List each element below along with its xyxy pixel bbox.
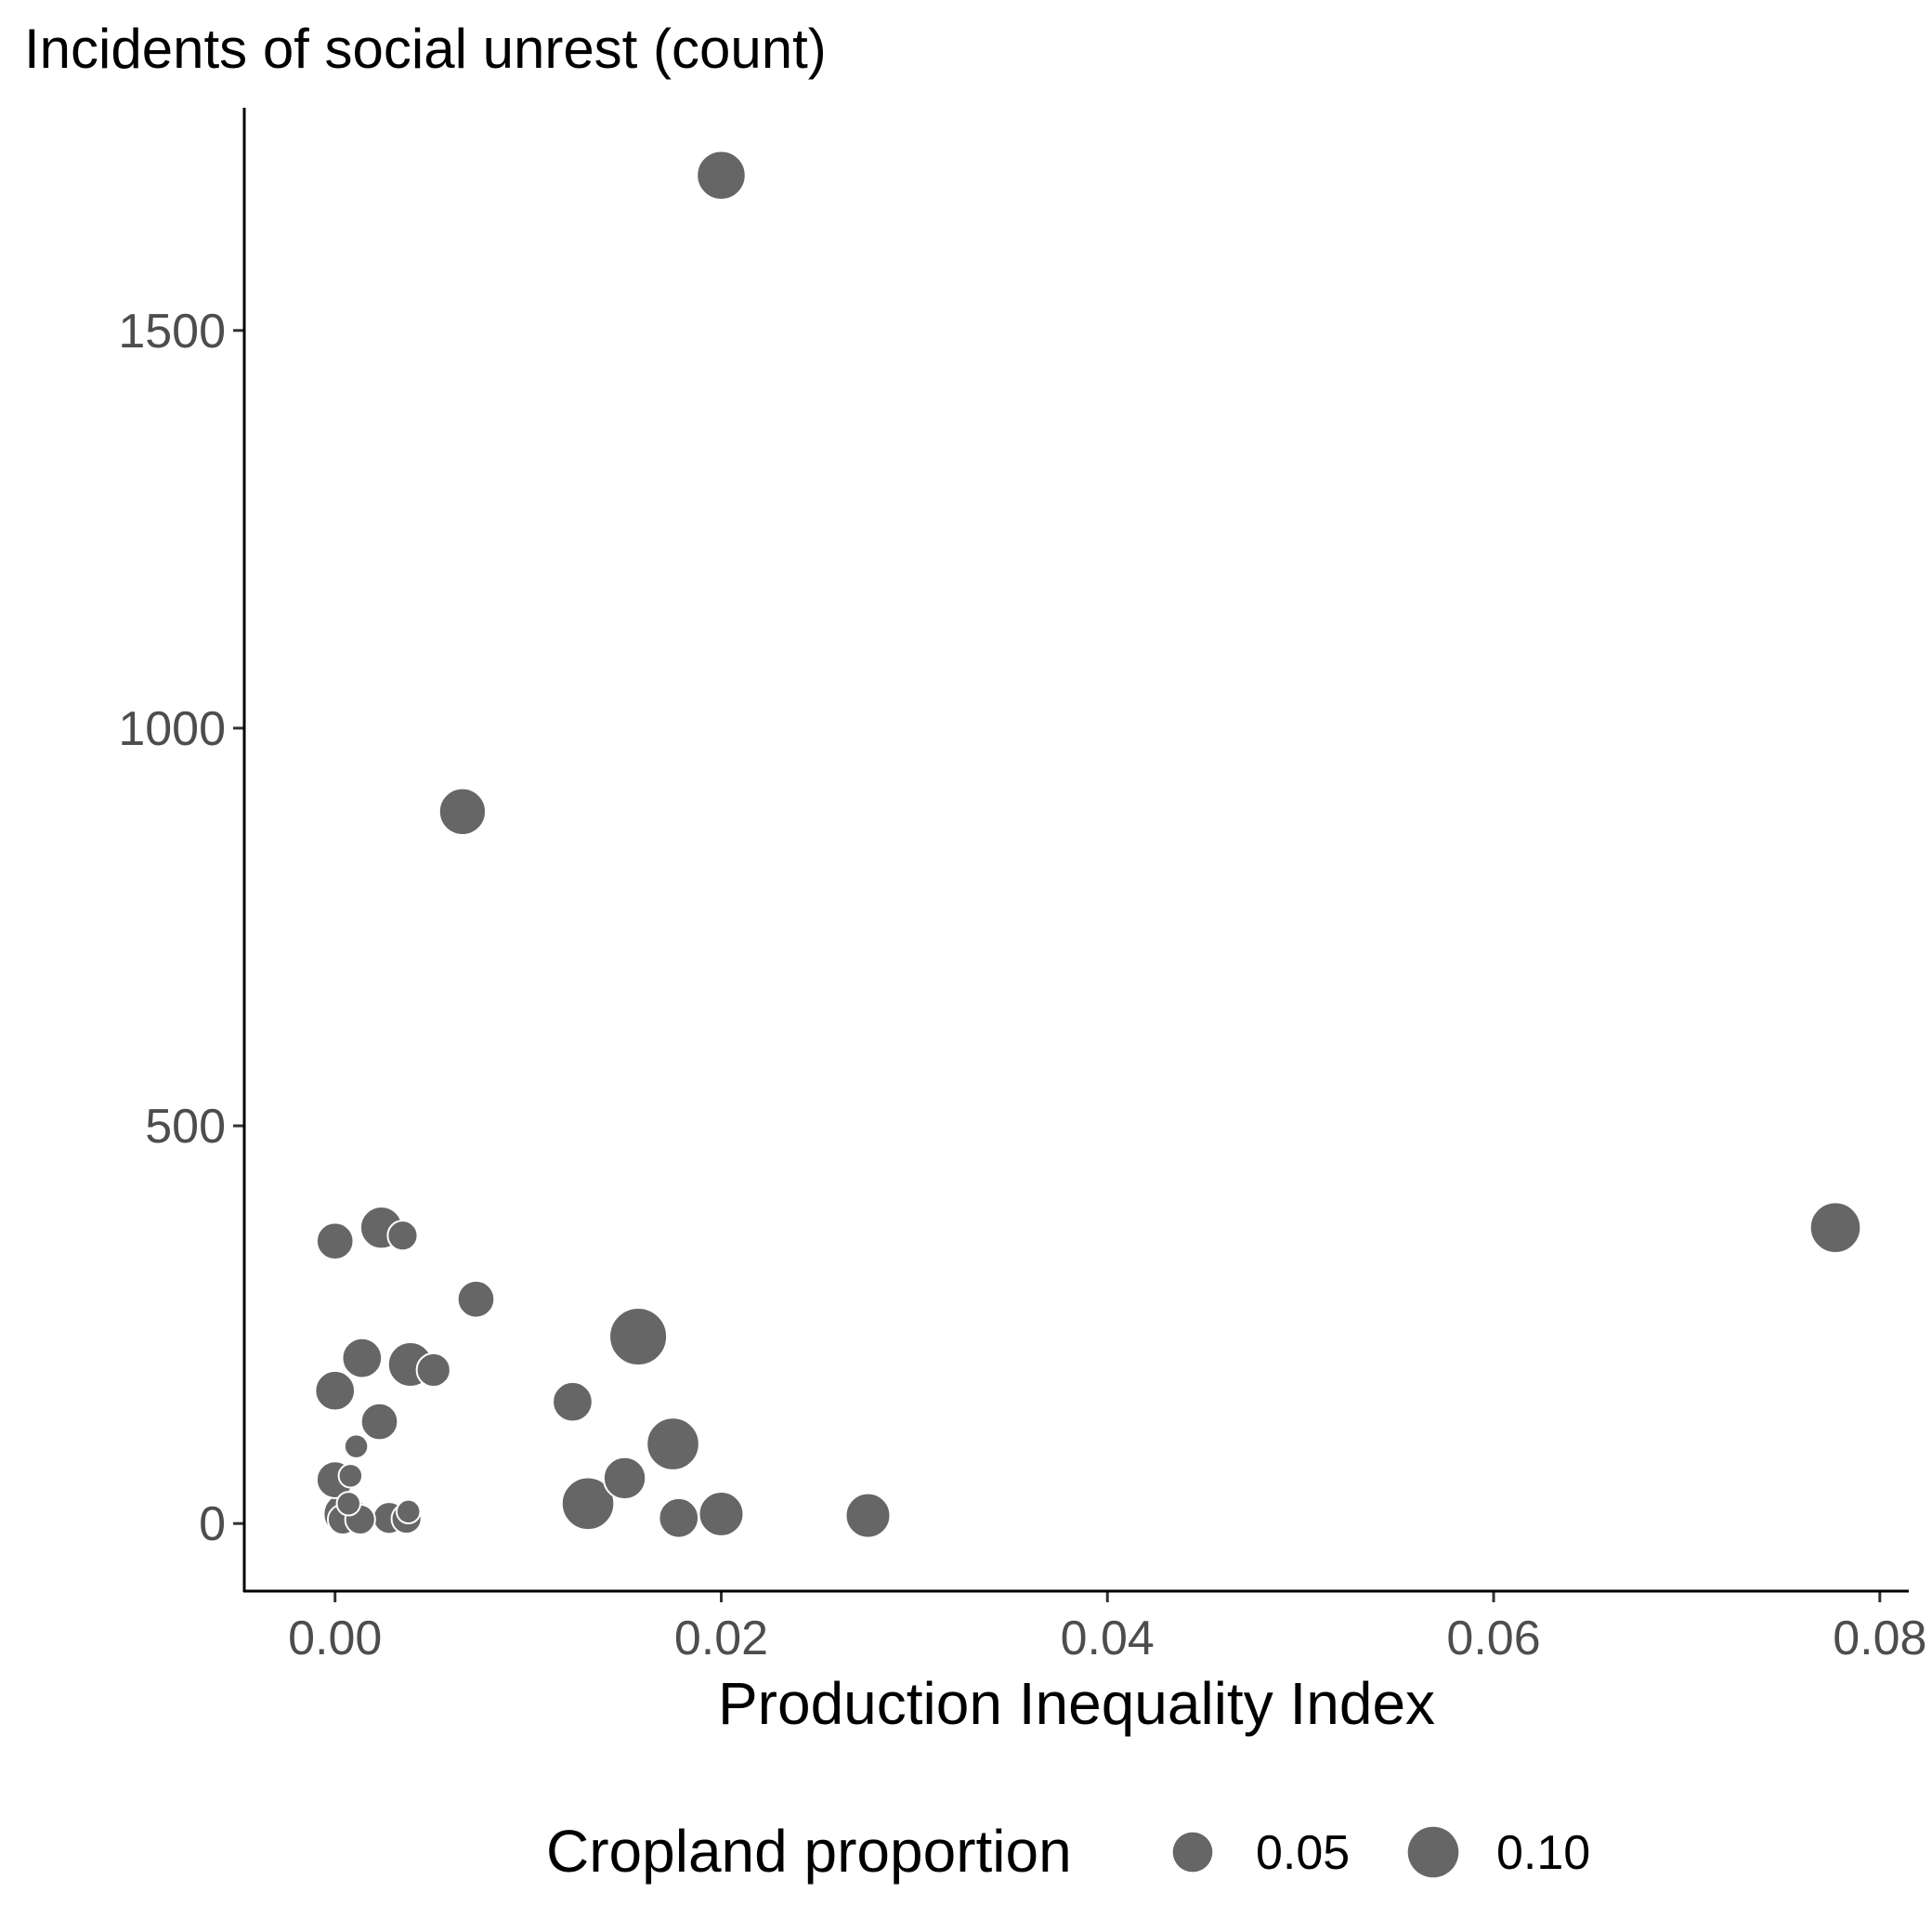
data-point (560, 1476, 616, 1532)
x-tick-label: 0.00 (288, 1612, 382, 1665)
data-point (337, 1463, 364, 1489)
y-tick-label: 1500 (118, 305, 226, 359)
y-axis-ticks: 0 500 1000 1500 (118, 305, 244, 1551)
data-point (341, 1337, 384, 1379)
data-point (395, 1498, 422, 1525)
data-point (335, 1491, 361, 1517)
data-point (343, 1433, 370, 1459)
data-point (437, 787, 488, 836)
y-tick-label: 1000 (118, 702, 226, 756)
data-point (1808, 1201, 1862, 1254)
legend-key (1407, 1826, 1459, 1878)
legend-key (1172, 1832, 1213, 1873)
x-tick-label: 0.08 (1833, 1612, 1926, 1665)
data-point (552, 1380, 594, 1423)
data-point (602, 1456, 647, 1501)
x-tick-label: 0.06 (1446, 1612, 1540, 1665)
data-points (314, 150, 1862, 1539)
y-tick-label: 0 (199, 1497, 226, 1551)
legend-title: Cropland proportion (546, 1818, 1072, 1885)
data-point (359, 1402, 399, 1442)
x-axis-ticks: 0.00 0.02 0.04 0.06 0.08 (288, 1591, 1926, 1665)
data-point (658, 1496, 700, 1539)
data-point (415, 1351, 451, 1389)
legend-label: 0.10 (1496, 1826, 1590, 1880)
data-point (456, 1279, 496, 1319)
x-axis-title: Production Inequality Index (718, 1670, 1435, 1737)
data-point (314, 1369, 357, 1412)
legend-entries: 0.05 0.10 (1172, 1826, 1590, 1880)
chart-title: Incidents of social unrest (count) (24, 18, 827, 80)
data-point (844, 1492, 892, 1539)
data-point (386, 1220, 419, 1252)
x-tick-label: 0.02 (674, 1612, 768, 1665)
data-point (698, 1490, 745, 1537)
y-tick-label: 500 (145, 1100, 226, 1154)
data-point (608, 1306, 669, 1366)
data-point (315, 1221, 355, 1261)
data-point (696, 150, 747, 202)
legend: Cropland proportion 0.05 0.10 (546, 1818, 1590, 1885)
data-point (646, 1416, 700, 1471)
legend-label: 0.05 (1256, 1826, 1350, 1880)
x-tick-label: 0.04 (1061, 1612, 1155, 1665)
